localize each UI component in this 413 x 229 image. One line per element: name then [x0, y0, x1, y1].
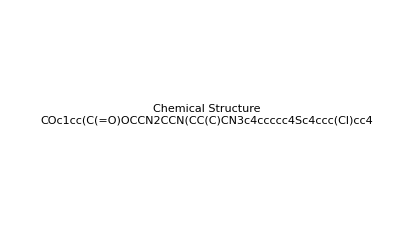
Text: Chemical Structure
COc1cc(C(=O)OCCN2CCN(CC(C)CN3c4ccccc4Sc4ccc(Cl)cc4: Chemical Structure COc1cc(C(=O)OCCN2CCN(… — [40, 104, 373, 125]
